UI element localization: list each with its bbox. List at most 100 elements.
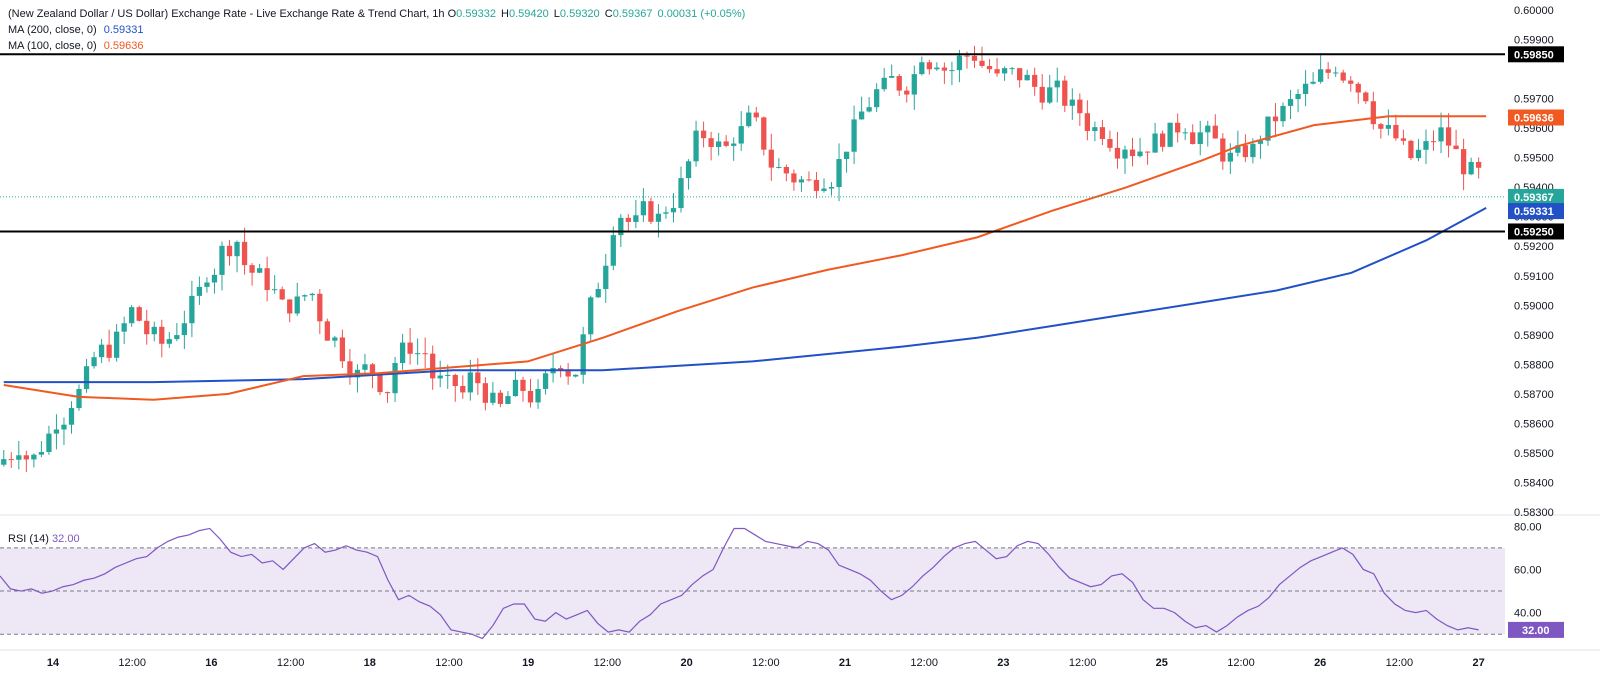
candle-body	[46, 433, 52, 452]
ma100-axis-badge-bg	[1508, 109, 1564, 126]
candle-body	[881, 77, 887, 90]
candle-body	[1257, 140, 1264, 144]
ma100-legend[interactable]: MA (100, close, 0) 0.59636	[8, 40, 143, 52]
candle-body	[768, 149, 774, 168]
ohlc-open: O0.59332	[447, 8, 496, 20]
ma100-value: 0.59636	[103, 40, 144, 52]
ma100-axis-badge: 0.59636	[1514, 112, 1554, 124]
candle-body	[633, 215, 639, 222]
candle-body	[1370, 101, 1376, 125]
candle-body	[1220, 138, 1226, 162]
candle-body	[971, 55, 978, 61]
candle-body	[347, 361, 353, 378]
candle-body	[640, 201, 647, 216]
rsi-legend[interactable]: RSI (14) 32.00	[8, 533, 80, 545]
candle-body	[655, 213, 662, 222]
candle-body	[986, 65, 993, 70]
candle-body	[249, 265, 255, 273]
candle-body	[1415, 149, 1422, 159]
ma200-axis-badge-bg	[1508, 203, 1564, 220]
price-axis: 0.59850 0.59250 0.60000 0.59900 0.59700 0.596…	[1508, 5, 1564, 638]
candle-body	[1393, 124, 1399, 139]
candle-body	[1438, 127, 1444, 142]
candle-body	[1378, 124, 1384, 129]
ma200-line[interactable]	[3, 206, 1487, 384]
candle-body	[1077, 99, 1083, 114]
candle-body	[287, 299, 293, 314]
time-axis: 14 12:00 16 12:00 18 12:00 19 12:00 20 12:00 21 12:…	[47, 657, 1485, 669]
candle-body	[919, 62, 925, 75]
candle-body	[1476, 161, 1482, 168]
candle-body	[1302, 83, 1309, 95]
candle-body	[1069, 99, 1075, 106]
price-change: 0.00031 (+0.05%)	[657, 8, 746, 20]
candle-body	[422, 353, 428, 355]
candle-body	[1325, 69, 1331, 73]
candle-body	[490, 392, 496, 403]
candle-body	[625, 217, 631, 222]
candle-body	[911, 74, 917, 95]
candle-body	[430, 353, 436, 379]
candle-body	[1167, 122, 1173, 147]
candle-body	[256, 268, 263, 273]
time-tick-label: 12:00	[1069, 657, 1097, 669]
candle-body	[106, 344, 112, 358]
time-tick-label: 23	[997, 657, 1009, 669]
candle-body	[475, 372, 481, 384]
candle-body	[1212, 125, 1218, 139]
candle-body	[1235, 145, 1241, 153]
candle-body	[309, 293, 315, 296]
candle-body	[294, 296, 300, 314]
ma200-legend[interactable]: MA (200, close, 0) 0.59331	[8, 24, 143, 36]
candle-body	[8, 459, 14, 461]
candle-body	[1453, 145, 1459, 150]
candle-body	[1062, 80, 1068, 106]
candle-body	[452, 374, 458, 387]
candle-body	[1430, 141, 1437, 143]
candle-body	[1460, 149, 1467, 175]
candle-body	[369, 364, 376, 374]
candle-body	[1468, 161, 1474, 175]
candle-body	[843, 151, 850, 160]
price-tick-label: 0.58900	[1514, 330, 1554, 342]
candle-body	[392, 363, 398, 394]
candle-body	[445, 374, 451, 376]
time-tick-label: 12:00	[594, 657, 622, 669]
time-tick-label: 12:00	[435, 657, 463, 669]
time-tick-label: 16	[205, 657, 217, 669]
candle-body	[565, 369, 571, 377]
candle-body	[595, 289, 601, 298]
candle-body	[753, 112, 759, 118]
candle-body	[181, 323, 187, 336]
candle-body	[1152, 133, 1158, 153]
candle-body	[542, 373, 549, 389]
candle-body	[159, 326, 165, 344]
time-tick-label: 12:00	[910, 657, 938, 669]
rsi-line[interactable]	[0, 527, 1479, 640]
time-tick-label: 27	[1472, 657, 1484, 669]
price-tick-label: 0.58400	[1514, 477, 1554, 489]
candle-body	[821, 188, 827, 191]
candle-body	[460, 386, 466, 393]
candle-body	[384, 392, 391, 394]
rsi-tick-label: 60.00	[1514, 564, 1542, 576]
rsi-value-badge-bg	[1508, 621, 1564, 638]
candle-body	[1408, 140, 1414, 159]
candle-body	[798, 179, 805, 183]
candle-body	[302, 295, 308, 297]
candle-body	[700, 130, 707, 139]
rsi-value-badge: 32.00	[1522, 625, 1550, 637]
rsi-label: RSI (14)	[8, 533, 49, 545]
candle-body	[234, 241, 240, 257]
candle-body	[1047, 87, 1053, 103]
candle-body	[121, 323, 127, 332]
price-tick-label: 0.58500	[1514, 448, 1554, 460]
candle-body	[520, 379, 526, 391]
candle-body	[858, 111, 865, 120]
ma100-line[interactable]	[3, 115, 1487, 401]
ma100-label: MA (100, close, 0)	[8, 40, 97, 52]
price-tick-label: 0.59200	[1514, 241, 1554, 253]
candle-body	[1287, 99, 1294, 106]
candle-body	[151, 326, 157, 335]
